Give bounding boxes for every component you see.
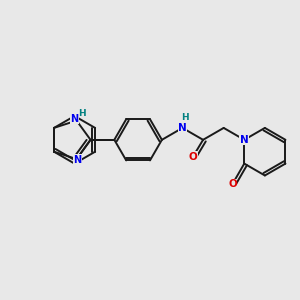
Text: O: O <box>228 179 237 189</box>
Text: N: N <box>178 123 187 133</box>
Text: N: N <box>73 154 81 165</box>
Text: N: N <box>70 114 78 124</box>
Text: H: H <box>181 113 189 122</box>
Text: H: H <box>78 109 86 118</box>
Text: O: O <box>188 152 197 162</box>
Text: N: N <box>240 135 249 145</box>
